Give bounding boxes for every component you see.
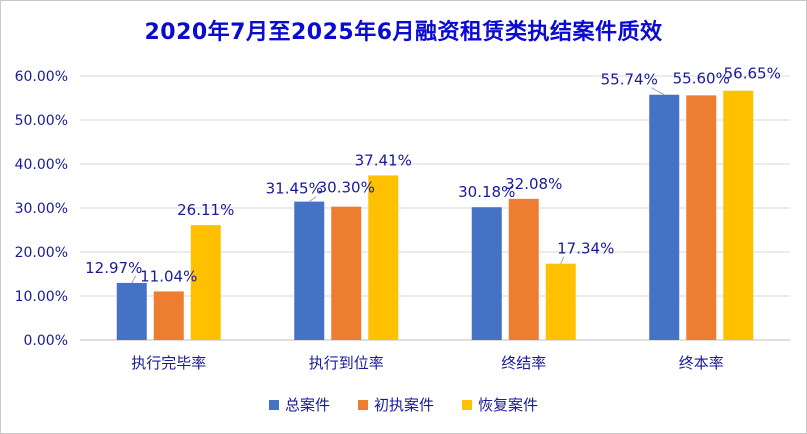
data-label: 31.45%: [266, 180, 323, 198]
data-label: 55.60%: [673, 69, 730, 87]
data-label: 56.65%: [724, 65, 781, 83]
x-category-label: 终结率: [501, 354, 546, 372]
bar: [471, 207, 502, 340]
bar: [649, 94, 680, 340]
legend-item-series-3: 恢复案件: [462, 394, 538, 415]
chart-title: 2020年7月至2025年6月融资租赁类执结案件质效: [144, 20, 663, 45]
legend-swatch-series-3: [462, 399, 472, 410]
y-tick-label: 20.00%: [15, 245, 68, 261]
bar: [723, 90, 754, 341]
data-label: 17.34%: [557, 240, 614, 258]
y-tick-label: 10.00%: [15, 289, 68, 305]
data-label: 26.11%: [177, 201, 234, 219]
legend-label-series-1: 总案件: [284, 396, 330, 414]
legend-label-series-2: 初执案件: [373, 396, 434, 414]
data-label: 12.97%: [85, 259, 142, 277]
label-leader-line: [651, 87, 665, 96]
legend-item-series-2: 初执案件: [357, 394, 434, 415]
y-tick-label: 50.00%: [15, 113, 68, 129]
label-leader-line: [560, 256, 565, 264]
y-tick-label: 60.00%: [15, 69, 68, 85]
x-category-label: 执行完毕率: [131, 354, 206, 372]
data-label: 30.30%: [318, 179, 375, 197]
legend-item-series-1: 总案件: [268, 394, 330, 415]
x-category-label: 执行到位率: [309, 354, 384, 372]
bar: [545, 263, 576, 340]
bar: [190, 225, 221, 340]
bar: [368, 175, 399, 340]
legend-swatch-series-1: [268, 399, 279, 410]
data-label: 30.18%: [458, 183, 515, 201]
bar: [153, 291, 184, 340]
data-label: 11.04%: [140, 267, 197, 285]
data-label: 37.41%: [355, 151, 412, 169]
y-tick-label: 30.00%: [15, 201, 68, 217]
y-tick-label: 0.00%: [24, 333, 68, 349]
x-category-label: 终本率: [679, 354, 724, 372]
chart-legend: 总案件 初执案件 恢复案件: [0, 394, 807, 415]
label-leader-line: [308, 196, 317, 203]
y-tick-label: 40.00%: [15, 157, 68, 173]
data-label: 32.08%: [505, 175, 562, 193]
legend-label-series-3: 恢复案件: [478, 396, 539, 414]
legend-swatch-series-2: [357, 399, 368, 410]
label-leader-line: [131, 275, 137, 284]
data-label: 55.74%: [601, 71, 658, 89]
bar: [116, 282, 147, 340]
bar: [294, 201, 325, 340]
bar: [686, 95, 717, 340]
bar: [508, 198, 539, 340]
bar: [331, 206, 362, 340]
